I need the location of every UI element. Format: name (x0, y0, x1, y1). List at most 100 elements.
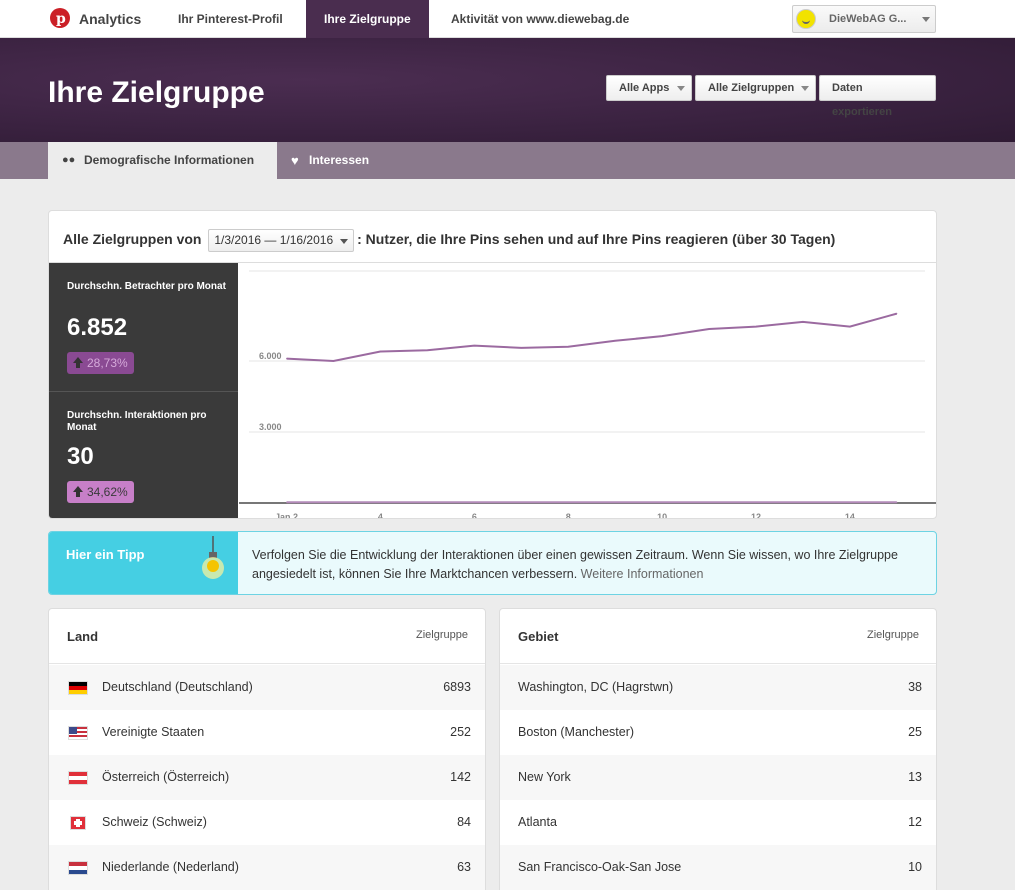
data-point (473, 345, 475, 347)
country-value: 142 (450, 770, 471, 784)
data-point (802, 321, 804, 323)
country-value: 63 (457, 860, 471, 874)
tab-interests[interactable]: ♥ Interessen (277, 142, 397, 179)
region-name: San Francisco-Oak-San Jose (518, 860, 682, 874)
x-tick-label: 14 (845, 512, 855, 519)
data-point (286, 358, 288, 360)
country-name: Schweiz (Schweiz) (102, 815, 207, 829)
data-point (520, 501, 522, 503)
data-point (567, 346, 569, 348)
line-chart: 6.000 3.000 Jan 2 4 6 8 10 12 14 (239, 270, 936, 519)
data-point (379, 350, 381, 352)
tab-demographics[interactable]: ●● Demografische Informationen (48, 142, 277, 179)
countries-table: Land Zielgruppe Deutschland (Deutschland… (48, 608, 486, 890)
region-name: New York (518, 770, 571, 784)
column-header-audience[interactable]: Zielgruppe (867, 629, 919, 641)
metric-engagements-change-value: 34,62% (87, 485, 128, 499)
nav-tab-activity[interactable]: Aktivität von www.diewebag.de (451, 12, 630, 26)
more-info-link[interactable]: Weitere Informationen (580, 567, 704, 581)
metric-viewers-change: 28,73% (67, 352, 134, 374)
data-point (333, 360, 334, 362)
country-name: Niederlande (Nederland) (102, 860, 239, 874)
metric-engagements-change: 34,62% (67, 481, 134, 503)
y-tick-label: 3.000 (259, 422, 282, 432)
x-tick-label: 4 (378, 512, 383, 519)
netherlands-flag-icon (68, 861, 88, 875)
people-icon: ●● (62, 154, 76, 166)
country-name: Österreich (Österreich) (102, 770, 230, 784)
x-tick-label: 12 (751, 512, 761, 519)
table-header: Gebiet Zielgruppe (500, 609, 936, 664)
metric-viewers-value: 6.852 (67, 314, 128, 341)
series-line-1 (286, 312, 898, 363)
region-value: 38 (908, 680, 922, 694)
data-point (473, 501, 475, 503)
germany-flag-icon (68, 681, 88, 695)
data-point (661, 335, 663, 337)
chevron-down-icon (922, 17, 930, 22)
table-row: Atlanta 12 (500, 800, 936, 845)
table-row: Österreich (Österreich) 142 (49, 755, 485, 800)
pinterest-logo-icon[interactable]: p (50, 8, 70, 28)
data-point (426, 349, 428, 351)
country-value: 6893 (443, 680, 471, 694)
region-value: 25 (908, 725, 922, 739)
table-row: Boston (Manchester) 25 (500, 710, 936, 755)
y-tick-label: 6.000 (259, 351, 282, 361)
metric-engagements[interactable]: Durchschn. Interaktionen pro Monat 30 34… (49, 391, 238, 518)
apps-dropdown-label: Alle Apps (619, 82, 670, 94)
x-tick-label: Jan 2 (275, 512, 298, 519)
account-switcher[interactable]: DieWebAG G... (792, 5, 936, 33)
divider (49, 262, 936, 263)
column-header-region: Gebiet (518, 629, 559, 644)
audiences-dropdown-label: Alle Zielgruppen (708, 82, 795, 94)
lightbulb-icon (202, 536, 224, 579)
export-data-button[interactable]: Daten exportieren (819, 75, 936, 118)
apps-dropdown[interactable]: Alle Apps (606, 75, 692, 101)
switzerland-flag-icon (70, 816, 86, 830)
avatar (796, 9, 816, 29)
data-point (896, 501, 898, 503)
nav-tab-profile[interactable]: Ihr Pinterest-Profil (178, 12, 283, 26)
region-name: Boston (Manchester) (518, 725, 635, 739)
table-row: San Francisco-Oak-San Jose 10 (500, 845, 936, 890)
metric-viewers-change-value: 28,73% (87, 356, 128, 370)
chevron-down-icon (801, 86, 809, 91)
metric-engagements-value: 30 (67, 443, 94, 470)
country-name: Deutschland (Deutschland) (102, 680, 253, 694)
metric-viewers[interactable]: Durchschn. Betrachter pro Monat 6.852 28… (49, 263, 238, 391)
top-nav: p Analytics Ihr Pinterest-Profil Ihre Zi… (0, 0, 1015, 38)
tip-title: Hier ein Tipp (66, 547, 145, 562)
filter-prefix: Alle Zielgruppen von (63, 231, 202, 248)
tip-text: Verfolgen Sie die Entwicklung der Intera… (252, 548, 898, 581)
page-title: Ihre Zielgruppe (48, 76, 265, 109)
data-point (755, 326, 757, 328)
metric-engagements-label: Durchschn. Interaktionen pro Monat (67, 410, 207, 433)
x-tick-label: 6 (472, 512, 477, 519)
filter-suffix: : Nutzer, die Ihre Pins sehen und auf Ih… (357, 231, 836, 248)
data-point (520, 347, 522, 349)
table-row: Washington, DC (Hagrstwn) 38 (500, 665, 936, 710)
date-range-picker[interactable]: 1/3/2016 — 1/16/2016 (208, 229, 355, 252)
tip-sidebar: Hier ein Tipp (49, 532, 238, 594)
nav-tab-audience[interactable]: Ihre Zielgruppe (306, 0, 429, 38)
column-header-audience[interactable]: Zielgruppe (416, 629, 468, 641)
austria-flag-icon (68, 771, 88, 785)
country-value: 84 (457, 815, 471, 829)
region-value: 13 (908, 770, 922, 784)
data-point (333, 501, 334, 503)
brand-title[interactable]: Analytics (79, 11, 142, 27)
table-row: Deutschland (Deutschland) 6893 (49, 665, 485, 710)
table-header: Land Zielgruppe (49, 609, 485, 664)
usa-flag-icon (68, 726, 88, 740)
tip-banner: Hier ein Tipp Verfolgen Sie die Entwickl… (48, 531, 937, 595)
table-row: Niederlande (Nederland) 63 (49, 845, 485, 890)
data-point (708, 501, 710, 503)
data-point (802, 501, 804, 503)
x-tick-label: 8 (566, 512, 571, 519)
audiences-dropdown[interactable]: Alle Zielgruppen (695, 75, 816, 101)
table-row: New York 13 (500, 755, 936, 800)
sub-nav: ●● Demografische Informationen ♥ Interes… (0, 142, 1015, 179)
table-row: Schweiz (Schweiz) 84 (49, 800, 485, 845)
data-point (708, 328, 710, 330)
